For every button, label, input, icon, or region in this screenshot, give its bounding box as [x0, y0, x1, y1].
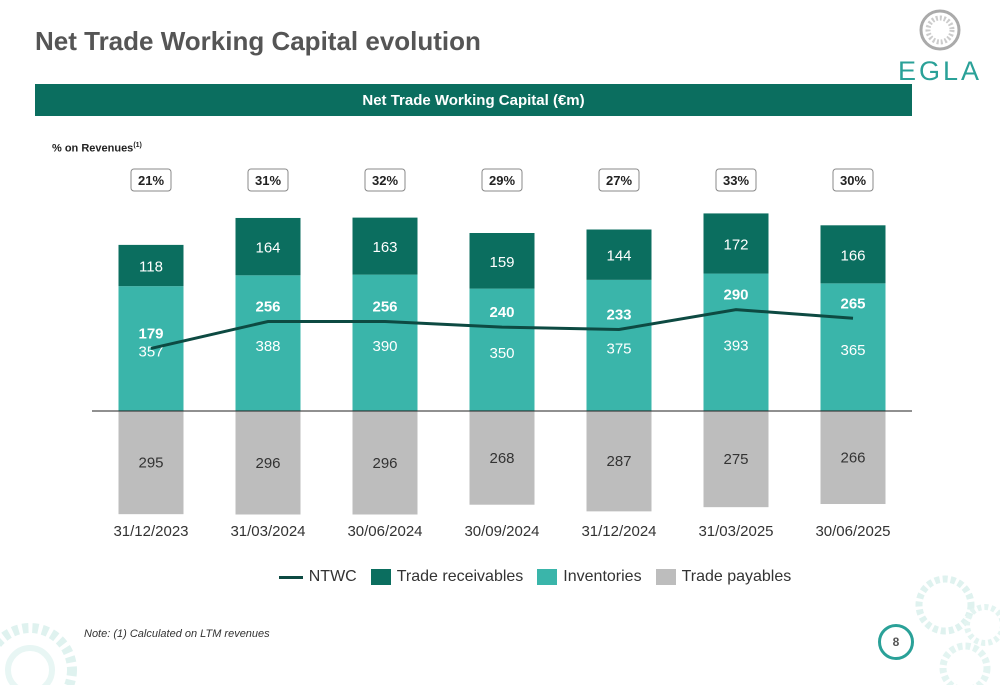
label-trade-payables: 266 [840, 450, 865, 467]
bar-trade-receivables [820, 225, 886, 284]
legend-item-ntwc: NTWC [278, 568, 357, 586]
pct-box [832, 168, 874, 192]
label-trade-payables: 295 [138, 455, 163, 472]
pct-value: 32% [372, 173, 398, 188]
bar-trade-payables [352, 411, 418, 515]
label-inventories: 390 [372, 338, 397, 355]
bar-inventories [118, 286, 184, 411]
pct-on-revenues-label: % on Revenues(1) [52, 142, 142, 155]
label-ntwc: 265 [840, 295, 865, 312]
pct-value: 27% [606, 173, 632, 188]
x-tick-label: 31/03/2024 [230, 523, 305, 540]
label-ntwc: 256 [255, 298, 280, 315]
x-tick-label: 31/12/2024 [581, 523, 656, 540]
label-trade-receivables: 172 [723, 236, 748, 253]
label-trade-payables: 287 [606, 453, 631, 470]
bar-trade-payables [118, 411, 184, 515]
label-ntwc: 240 [489, 304, 514, 321]
ntwc-chart: 11835729531/12/202321%16438829631/03/202… [92, 168, 912, 540]
label-trade-receivables: 144 [606, 248, 631, 265]
bar-inventories [586, 279, 652, 411]
pct-value: 31% [255, 173, 281, 188]
bar-inventories [235, 275, 301, 411]
ntwc-line [150, 308, 854, 350]
bar-inventories [469, 288, 535, 411]
label-inventories: 365 [840, 342, 865, 359]
pct-value: 21% [138, 173, 164, 188]
label-trade-receivables: 163 [372, 239, 397, 256]
pct-box [598, 168, 640, 192]
bar-trade-receivables [586, 229, 652, 280]
page-title: Net Trade Working Capital evolution [35, 26, 481, 56]
x-tick-label: 31/03/2025 [698, 523, 773, 540]
x-tick-label: 31/12/2023 [113, 523, 188, 540]
bar-trade-payables [586, 411, 652, 512]
label-inventories: 350 [489, 345, 514, 362]
bar-trade-payables [703, 411, 769, 508]
label-trade-receivables: 159 [489, 254, 514, 271]
label-trade-payables: 296 [255, 455, 280, 472]
bar-inventories [352, 274, 418, 411]
x-tick-label: 30/09/2024 [464, 523, 539, 540]
decorative-gear-icon [0, 623, 77, 685]
pct-value: 33% [723, 173, 749, 188]
legend-item-trade-receivables: Trade receivables [370, 568, 523, 586]
label-inventories: 388 [255, 338, 280, 355]
label-trade-receivables: 166 [840, 247, 865, 264]
legend-swatch-inventories [537, 569, 558, 585]
label-ntwc: 179 [138, 325, 163, 342]
pct-box [247, 168, 289, 192]
pct-value: 29% [489, 173, 515, 188]
decorative-gear-cluster-icon [915, 575, 1000, 685]
label-ntwc: 233 [606, 307, 631, 324]
label-trade-receivables: 164 [255, 240, 280, 257]
bar-trade-payables [235, 411, 301, 515]
bar-trade-receivables [235, 217, 301, 276]
label-ntwc: 290 [723, 287, 748, 304]
chart-banner: Net Trade Working Capital (€m) [35, 84, 912, 116]
bar-trade-payables [820, 411, 886, 505]
bar-trade-receivables [352, 217, 418, 275]
pct-value: 30% [840, 173, 866, 188]
legend-item-inventories: Inventories [537, 568, 642, 586]
label-ntwc: 256 [372, 298, 397, 315]
x-tick-label: 30/06/2024 [347, 523, 422, 540]
pct-box [130, 168, 172, 192]
chart-legend: NTWC Trade receivables Inventories Trade… [0, 568, 1000, 586]
bar-trade-receivables [469, 233, 535, 289]
label-trade-payables: 275 [723, 451, 748, 468]
bar-trade-receivables [118, 244, 184, 287]
bar-inventories [820, 283, 886, 411]
label-inventories: 375 [606, 340, 631, 357]
label-trade-payables: 296 [372, 455, 397, 472]
logo-text: EGLA [897, 56, 983, 86]
footnote: Note: (1) Calculated on LTM revenues [84, 628, 270, 640]
page-number-badge: 8 [878, 624, 914, 660]
bar-trade-payables [469, 411, 535, 505]
x-tick-label: 30/06/2025 [815, 523, 890, 540]
pct-box [481, 168, 523, 192]
label-inventories: 393 [723, 337, 748, 354]
legend-swatch-ntwc [278, 575, 303, 579]
logo-ring-icon [919, 9, 961, 51]
egla-logo: EGLA [890, 4, 990, 88]
label-trade-receivables: 118 [139, 259, 163, 276]
bar-inventories [703, 273, 769, 411]
legend-item-trade-payables: Trade payables [655, 568, 791, 586]
pct-box [715, 168, 757, 192]
bar-trade-receivables [703, 213, 769, 274]
legend-swatch-trade-receivables [370, 569, 391, 585]
label-trade-payables: 268 [489, 450, 514, 467]
pct-box [364, 168, 406, 192]
legend-swatch-trade-payables [655, 569, 676, 585]
